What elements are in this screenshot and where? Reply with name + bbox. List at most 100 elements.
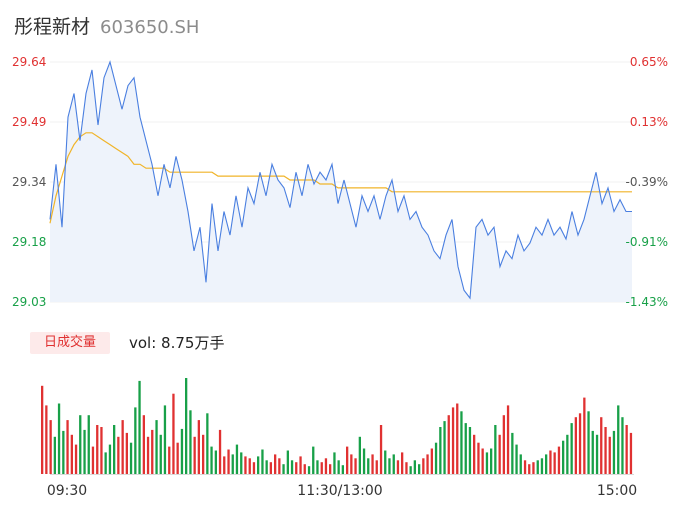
volume-bar: [388, 458, 391, 474]
volume-bar: [257, 456, 260, 474]
volume-bar: [91, 446, 95, 474]
volume-bar: [79, 415, 82, 474]
volume-bar: [566, 434, 569, 474]
volume-bar: [362, 448, 366, 474]
volume-bar: [218, 429, 222, 474]
volume-bar: [519, 454, 522, 474]
volume-bar: [473, 434, 476, 474]
volume-bar: [545, 454, 548, 474]
volume-bar: [117, 436, 120, 474]
volume-bar: [100, 427, 103, 474]
volume-bar: [303, 464, 306, 474]
volume-bar: [511, 432, 514, 474]
y-tick-label: 29.49: [12, 115, 46, 129]
volume-bar: [278, 458, 281, 474]
volume-bar: [142, 415, 145, 474]
volume-bar: [231, 454, 234, 474]
volume-bar: [104, 452, 107, 474]
volume-bar: [413, 460, 416, 474]
volume-bar: [163, 405, 167, 474]
volume-bar: [87, 415, 90, 474]
volume-bar: [350, 454, 353, 474]
x-tick-label: 09:30: [47, 483, 87, 499]
volume-bar: [574, 417, 577, 474]
volume-bar: [498, 434, 501, 474]
volume-bar: [621, 417, 624, 474]
volume-bar: [197, 420, 200, 474]
volume-bar: [307, 466, 311, 474]
volume-bar: [443, 421, 446, 474]
volume-bar: [138, 380, 141, 474]
volume-bar: [549, 450, 552, 474]
volume-bar: [490, 448, 493, 474]
volume-bar: [202, 434, 205, 474]
volume-bar: [477, 442, 480, 474]
volume-bar: [384, 450, 387, 474]
volume-bar: [53, 436, 56, 474]
volume-bar: [612, 430, 616, 474]
volume-bar: [523, 460, 527, 474]
x-tick-label: 11:30/13:00: [297, 483, 382, 499]
volume-bar: [252, 462, 256, 474]
volume-bar: [324, 458, 328, 474]
volume-bar: [371, 454, 374, 474]
volume-bar: [629, 432, 633, 474]
volume-bar: [45, 405, 48, 474]
volume-bar: [379, 425, 383, 474]
pct-tick-label: -1.43%: [626, 295, 668, 309]
volume-bar: [528, 464, 531, 474]
x-tick-label: 15:00: [597, 483, 637, 499]
volume-bar: [604, 427, 607, 474]
volume-bar: [583, 397, 586, 474]
volume-bar: [121, 420, 124, 474]
volume-bar: [341, 465, 344, 474]
volume-bar: [333, 452, 336, 474]
volume-bar: [269, 462, 272, 474]
volume-bar: [129, 442, 133, 474]
volume-bar: [235, 444, 239, 474]
volume-bar: [587, 411, 590, 474]
volume-bar: [70, 434, 73, 474]
volume-bar: [299, 456, 302, 474]
volume-bar: [337, 460, 340, 474]
volume-bar: [240, 452, 243, 474]
stock-code: 603650.SH: [100, 17, 200, 38]
volume-bar: [159, 434, 162, 474]
time-axis: 09:30 11:30/13:00 15:00: [47, 483, 637, 499]
volume-bar: [515, 444, 518, 474]
volume-bar: [506, 405, 510, 474]
avg-price-line: [49, 132, 632, 224]
volume-bar: [591, 430, 594, 474]
volume-bar: [418, 464, 421, 474]
volume-bar: [62, 430, 65, 474]
volume-bar: [557, 446, 561, 474]
pct-tick-label: -0.91%: [626, 235, 668, 249]
percent-axis-right: 0.65% 0.13% -0.39% -0.91% -1.43%: [626, 55, 668, 309]
volume-bar: [176, 442, 179, 474]
volume-bar: [405, 462, 408, 474]
volume-bar: [464, 423, 467, 474]
volume-bar: [113, 425, 116, 474]
volume-bar: [151, 429, 154, 474]
volume-bar: [409, 466, 412, 474]
volume-bar: [210, 446, 213, 474]
volume-bar: [134, 407, 137, 474]
stock-name: 彤程新材: [14, 16, 91, 38]
volume-bar: [456, 403, 459, 474]
volume-bar: [206, 413, 209, 474]
volume-bar: [439, 427, 442, 474]
volume-bar: [536, 460, 539, 474]
volume-bar: [578, 413, 582, 474]
volume-bar: [57, 403, 61, 474]
volume-badge: 日成交量: [30, 332, 110, 354]
price-area: [50, 62, 632, 302]
volume-bar: [485, 452, 489, 474]
volume-bar: [227, 449, 230, 474]
volume-bar: [290, 460, 294, 474]
volume-bar: [168, 446, 171, 474]
volume-bar: [346, 446, 349, 474]
volume-bar: [185, 378, 188, 474]
y-tick-label: 29.18: [12, 235, 46, 249]
volume-bar: [312, 446, 315, 474]
